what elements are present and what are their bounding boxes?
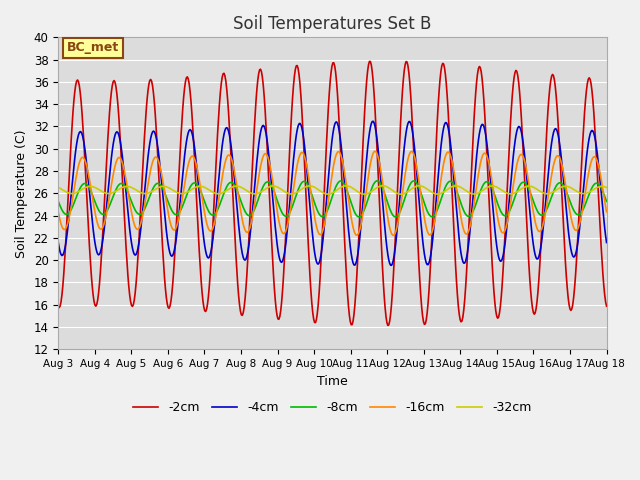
Line: -2cm: -2cm xyxy=(58,61,607,325)
-16cm xyxy=(390,232,397,238)
-8cm xyxy=(469,209,477,215)
-4cm xyxy=(303,161,310,167)
-16cm xyxy=(54,209,62,215)
-2cm xyxy=(603,303,611,309)
Legend: -2cm, -4cm, -8cm, -16cm, -32cm: -2cm, -4cm, -8cm, -16cm, -32cm xyxy=(128,396,536,419)
-32cm xyxy=(303,184,310,190)
-32cm xyxy=(195,183,203,189)
Y-axis label: Soil Temperature (C): Soil Temperature (C) xyxy=(15,129,28,258)
-32cm xyxy=(422,186,430,192)
-8cm xyxy=(603,198,611,204)
-2cm xyxy=(195,248,203,254)
-8cm xyxy=(195,185,203,191)
-4cm xyxy=(152,131,159,137)
Line: -4cm: -4cm xyxy=(58,121,607,265)
-4cm xyxy=(369,119,377,124)
-32cm xyxy=(152,186,159,192)
-2cm xyxy=(152,112,159,118)
-8cm xyxy=(303,180,310,185)
-32cm xyxy=(469,191,477,197)
-16cm xyxy=(378,178,386,183)
-32cm xyxy=(54,184,62,190)
-8cm xyxy=(378,184,386,190)
-16cm xyxy=(371,148,379,154)
-16cm xyxy=(603,209,611,215)
-2cm xyxy=(54,303,62,309)
-8cm xyxy=(373,178,381,184)
Line: -8cm: -8cm xyxy=(58,181,607,217)
-8cm xyxy=(152,182,159,188)
-8cm xyxy=(54,198,62,204)
-16cm xyxy=(152,154,159,160)
-8cm xyxy=(422,206,430,212)
Line: -16cm: -16cm xyxy=(58,151,607,235)
X-axis label: Time: Time xyxy=(317,374,348,387)
-2cm xyxy=(384,323,392,328)
-2cm xyxy=(422,317,430,323)
-2cm xyxy=(378,261,386,267)
-2cm xyxy=(469,137,477,143)
-8cm xyxy=(391,214,399,220)
-4cm xyxy=(388,263,396,268)
-4cm xyxy=(378,195,386,201)
-4cm xyxy=(603,240,611,245)
-4cm xyxy=(195,191,203,197)
-4cm xyxy=(54,240,62,245)
Line: -32cm: -32cm xyxy=(58,186,607,194)
-4cm xyxy=(469,195,477,201)
-16cm xyxy=(422,225,430,230)
-16cm xyxy=(195,177,203,183)
Text: BC_met: BC_met xyxy=(67,41,119,54)
-32cm xyxy=(378,183,386,189)
-32cm xyxy=(397,192,404,197)
-32cm xyxy=(378,183,385,189)
Title: Soil Temperatures Set B: Soil Temperatures Set B xyxy=(233,15,431,33)
-16cm xyxy=(469,208,477,214)
-2cm xyxy=(365,59,373,64)
-2cm xyxy=(303,200,310,205)
-4cm xyxy=(422,260,430,265)
-16cm xyxy=(303,161,310,167)
-32cm xyxy=(603,184,611,190)
